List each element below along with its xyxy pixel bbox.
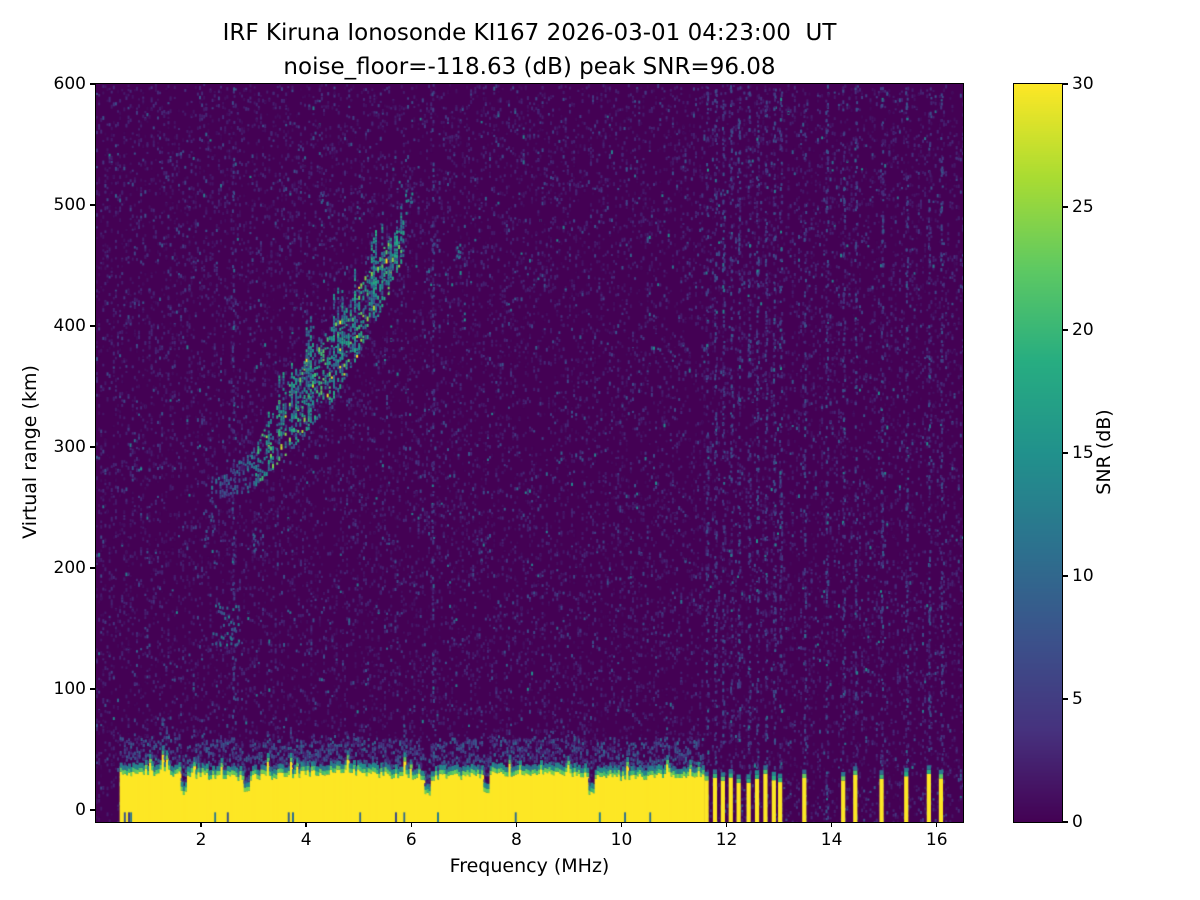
colorbar <box>1013 83 1063 823</box>
colorbar-tick-label: 30 <box>1072 74 1094 94</box>
colorbar-gradient-canvas <box>1014 84 1062 822</box>
colorbar-tick-mark <box>1063 452 1068 454</box>
x-axis-label: Frequency (MHz) <box>449 855 610 877</box>
x-tick-label: 16 <box>925 830 948 850</box>
y-tick-label: 200 <box>53 557 86 578</box>
y-tick-label: 100 <box>53 678 86 699</box>
colorbar-tick-label: 20 <box>1072 320 1094 340</box>
y-tick-mark <box>90 688 95 690</box>
y-tick-label: 600 <box>53 74 86 94</box>
x-tick-mark <box>410 822 413 827</box>
x-tick-label: 12 <box>715 830 738 850</box>
colorbar-tick-mark <box>1063 206 1068 208</box>
chart-subtitle: noise_floor=-118.63 (dB) peak SNR=96.08 <box>283 54 776 80</box>
colorbar-tick-label: 10 <box>1072 566 1094 586</box>
y-tick-mark <box>90 567 95 569</box>
x-tick-label: 4 <box>300 830 312 850</box>
y-tick-label: 0 <box>75 799 86 820</box>
x-tick-mark <box>935 822 938 827</box>
y-tick-label: 300 <box>53 436 86 457</box>
y-tick-mark <box>90 446 95 448</box>
colorbar-label: SNR (dB) <box>1093 409 1115 495</box>
colorbar-tick-label: 5 <box>1072 689 1083 709</box>
x-tick-label: 10 <box>610 830 633 850</box>
y-tick-mark <box>90 809 95 811</box>
colorbar-tick-label: 15 <box>1072 443 1094 463</box>
colorbar-tick-mark <box>1063 329 1068 331</box>
colorbar-tick-mark <box>1063 83 1068 85</box>
colorbar-tick-mark <box>1063 698 1068 700</box>
x-tick-mark <box>725 822 728 827</box>
x-tick-mark <box>830 822 833 827</box>
x-tick-mark <box>200 822 202 827</box>
x-tick-label: 6 <box>405 830 417 850</box>
colorbar-tick-label: 25 <box>1072 197 1094 217</box>
x-tick-mark <box>620 822 623 827</box>
x-tick-label: 8 <box>510 830 522 850</box>
colorbar-tick-mark <box>1063 575 1068 577</box>
x-tick-label: 2 <box>195 830 207 850</box>
ionogram-heatmap-canvas <box>96 84 963 822</box>
heatmap-plot-area <box>95 83 964 823</box>
y-tick-mark <box>90 204 95 206</box>
colorbar-tick-label: 0 <box>1072 812 1083 832</box>
x-tick-mark <box>305 822 307 827</box>
y-tick-mark <box>90 325 95 327</box>
x-tick-label: 14 <box>820 830 843 850</box>
y-tick-label: 500 <box>53 194 86 215</box>
y-tick-label: 400 <box>53 315 86 336</box>
x-tick-mark <box>515 822 518 827</box>
colorbar-tick-mark <box>1063 821 1068 823</box>
y-tick-mark <box>90 83 95 85</box>
chart-title: IRF Kiruna Ionosonde KI167 2026-03-01 04… <box>222 20 837 46</box>
